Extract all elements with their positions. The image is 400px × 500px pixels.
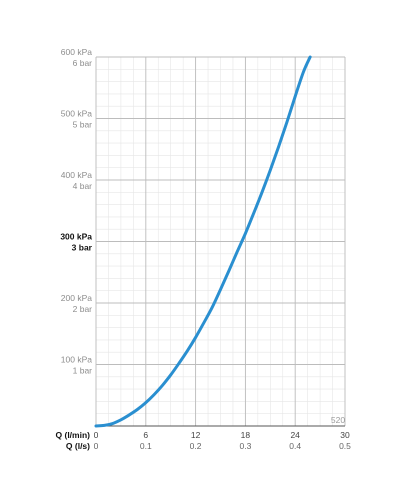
- x-tick-label-ls: 0.2: [190, 441, 202, 451]
- y-tick-label-bar: 6 bar: [73, 58, 93, 68]
- x-axis-label-ls: Q (l/s): [66, 441, 90, 451]
- x-tick-label-lmin: 6: [143, 430, 148, 440]
- x-tick-label-ls: 0.4: [289, 441, 301, 451]
- major-grid: [95, 56, 346, 427]
- x-tick-label-ls: 0: [94, 441, 99, 451]
- x-tick-label-lmin: 12: [191, 430, 201, 440]
- y-tick-label-kpa: 100 kPa: [61, 355, 92, 365]
- x-tick-label-lmin: 24: [290, 430, 300, 440]
- y-tick-label-bar: 1 bar: [73, 366, 93, 376]
- x-tick-label-ls: 0.5: [339, 441, 351, 451]
- model-number-label: 520: [331, 415, 345, 425]
- y-tick-label-bar: 5 bar: [73, 120, 93, 130]
- y-tick-label-kpa: 200 kPa: [61, 293, 92, 303]
- y-tick-label-bar: 4 bar: [73, 181, 93, 191]
- y-tick-label-bar: 3 bar: [72, 243, 93, 253]
- y-tick-label-kpa: 500 kPa: [61, 109, 92, 119]
- y-tick-label-kpa: 400 kPa: [61, 170, 92, 180]
- y-tick-label-bar: 2 bar: [73, 304, 93, 314]
- x-tick-label-ls: 0.3: [239, 441, 251, 451]
- y-tick-label-kpa: 300 kPa: [60, 232, 92, 242]
- x-axis-label-lmin: Q (l/min): [56, 430, 91, 440]
- pressure-curve-line: [94, 55, 312, 428]
- x-tick-label-ls: 0.1: [140, 441, 152, 451]
- y-tick-label-kpa: 600 kPa: [61, 47, 92, 57]
- x-tick-label-lmin: 18: [241, 430, 251, 440]
- x-tick-label-lmin: 0: [94, 430, 99, 440]
- x-tick-label-lmin: 30: [340, 430, 350, 440]
- x-axis-tick-labels: 00 60.1 120.2 180.3 240.4 300.5: [94, 430, 352, 451]
